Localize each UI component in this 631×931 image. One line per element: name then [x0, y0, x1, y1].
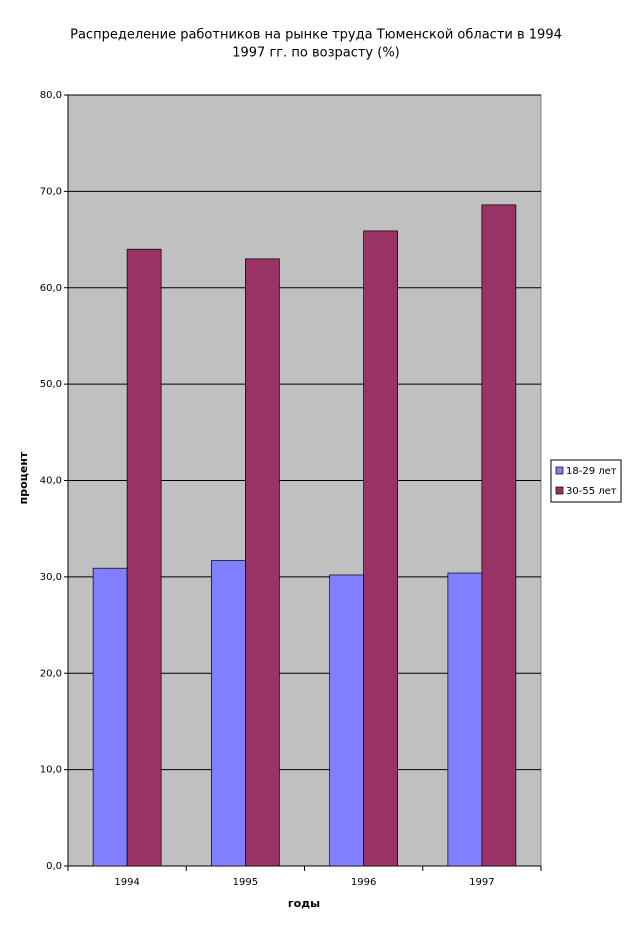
x-tick-label: 1997 [469, 877, 494, 888]
legend-label: 18-29 лет [566, 466, 617, 477]
x-tick-label: 1994 [114, 877, 139, 888]
y-tick-label: 50,0 [40, 379, 62, 390]
y-tick-label: 10,0 [40, 765, 62, 776]
legend-label: 30-55 лет [566, 486, 617, 497]
bar [329, 574, 364, 867]
chart-title: 1997 гг. по возрасту (%) [232, 46, 400, 61]
x-axis-title: годы [288, 897, 320, 910]
y-tick-label: 70,0 [40, 186, 62, 197]
y-axis-title: процент [17, 451, 30, 504]
bar [126, 248, 162, 867]
y-tick-label: 0,0 [46, 861, 62, 872]
y-tick-label: 30,0 [40, 572, 62, 583]
x-tick-label: 1995 [233, 877, 258, 888]
bar [211, 560, 246, 867]
y-tick-label: 40,0 [40, 476, 62, 487]
bar [245, 258, 280, 867]
x-tick-label: 1996 [351, 877, 376, 888]
legend-swatch [555, 486, 564, 495]
legend-swatch [555, 466, 564, 475]
chart-title: Распределение работников на рынке труда … [70, 28, 562, 43]
bar [481, 204, 517, 867]
y-tick-label: 60,0 [40, 283, 62, 294]
y-tick-label: 80,0 [40, 90, 62, 101]
bar [92, 567, 128, 867]
bar [363, 230, 398, 867]
bar [447, 572, 483, 867]
y-tick-label: 20,0 [40, 668, 62, 679]
